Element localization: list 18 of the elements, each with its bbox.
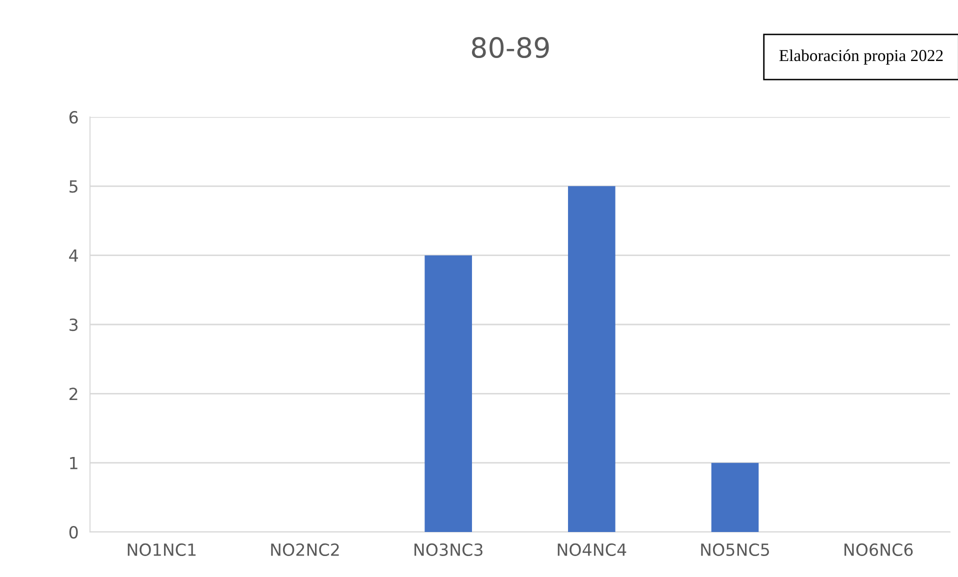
x-tick-label: NO6NC6 [844, 543, 913, 556]
y-tick-label: 3 [70, 318, 78, 332]
x-tick-label: NO2NC2 [271, 543, 339, 556]
chart-title: 80-89 [472, 37, 549, 58]
bar [711, 462, 759, 532]
y-tick-label: 0 [69, 526, 78, 539]
x-tick-label: NO3NC3 [414, 543, 482, 556]
x-tick-label: NO5NC5 [701, 543, 769, 556]
y-tick-label: 1 [70, 457, 78, 470]
y-tick-label: 5 [70, 180, 78, 193]
bar [424, 255, 472, 532]
text: Elaboración propia 2022 [779, 49, 943, 65]
y-tick-label: 6 [69, 110, 78, 124]
x-tick-label: NO4NC4 [558, 543, 626, 556]
y-tick-label: 2 [70, 388, 78, 400]
x-tick-label: NO1NC1 [128, 543, 196, 556]
y-tick-label: 4 [69, 250, 78, 262]
bar [568, 186, 616, 532]
